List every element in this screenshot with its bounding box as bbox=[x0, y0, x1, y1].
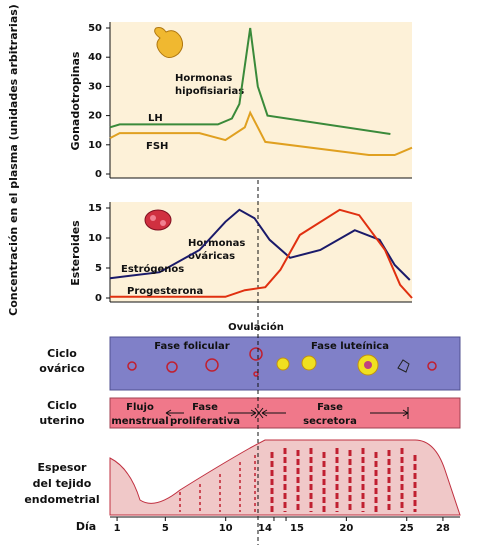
corpus-albicans bbox=[397, 359, 410, 373]
y-tick-label: 15 bbox=[88, 203, 102, 214]
phase-label: menstrual bbox=[111, 416, 168, 427]
y-tick-label: 20 bbox=[88, 111, 102, 122]
series-line bbox=[109, 110, 413, 156]
series-label: FSH bbox=[146, 141, 168, 152]
follicle bbox=[427, 361, 437, 371]
ovary-icon-detail bbox=[160, 220, 166, 226]
y-tick-label: 0 bbox=[95, 169, 102, 180]
phase-label: Fase luteínica bbox=[311, 340, 389, 352]
x-tick-label: 28 bbox=[436, 523, 450, 534]
y-axis-label: Concentración en el plasma (unidades arb… bbox=[7, 4, 20, 316]
phase-arrows bbox=[165, 407, 409, 419]
series-line bbox=[109, 208, 411, 281]
ovulation-label: Ovulación bbox=[228, 321, 284, 333]
y-tick-label: 0 bbox=[95, 293, 102, 304]
panel-label: endometrial bbox=[24, 493, 99, 506]
corpus-luteum-center bbox=[364, 361, 372, 369]
x-tick-label: 25 bbox=[400, 523, 414, 534]
panel-label: uterino bbox=[39, 414, 85, 427]
x-tick-label: 1 bbox=[114, 523, 121, 534]
y-tick-label: 40 bbox=[88, 52, 102, 63]
annotation: hipofisiarias bbox=[175, 86, 244, 97]
series-label: Estrógenos bbox=[121, 263, 184, 275]
y-tick-label: 30 bbox=[88, 81, 102, 92]
corpus-luteum bbox=[276, 354, 379, 376]
annotation: Hormonas bbox=[188, 238, 245, 249]
panel-label: ovárico bbox=[39, 362, 85, 375]
phase-label: Fase bbox=[317, 402, 343, 413]
x-tick-label: 14 bbox=[258, 523, 272, 534]
y-tick-label: 10 bbox=[88, 233, 102, 244]
panel-label: Espesor bbox=[38, 461, 88, 474]
pituitary-icon bbox=[154, 27, 184, 58]
panel-label: Ciclo bbox=[47, 347, 77, 360]
series-label: LH bbox=[148, 113, 163, 124]
phase-label: Flujo bbox=[126, 402, 154, 413]
ovary-icon bbox=[144, 209, 172, 231]
annotation: Hormonas bbox=[175, 73, 232, 84]
endometrial-glands bbox=[270, 448, 417, 512]
phase-label: Fase bbox=[192, 402, 218, 413]
y-tick-label: 10 bbox=[88, 140, 102, 151]
day-axis-label: Día bbox=[76, 520, 96, 533]
panel-label: Ciclo bbox=[47, 399, 77, 412]
x-tick-label: 5 bbox=[162, 523, 169, 534]
x-tick-label: 15 bbox=[290, 523, 304, 534]
phase-label: secretora bbox=[303, 416, 357, 427]
ovary-icon-detail bbox=[150, 215, 156, 221]
phase-label: Fase folicular bbox=[154, 341, 230, 352]
endometrial-glands-early bbox=[179, 455, 256, 512]
follicles bbox=[127, 347, 263, 377]
y-axis-title: Gonadotropinas bbox=[69, 51, 82, 150]
phase-label: proliferativa bbox=[170, 416, 240, 427]
series-line bbox=[109, 27, 391, 135]
y-axis-title: Esteroides bbox=[69, 220, 82, 286]
x-tick-label: 20 bbox=[339, 523, 353, 534]
y-tick-label: 50 bbox=[88, 23, 102, 34]
x-tick-label: 10 bbox=[219, 523, 233, 534]
series-line bbox=[110, 208, 413, 299]
y-tick-label: 5 bbox=[95, 263, 102, 274]
annotation: ováricas bbox=[188, 250, 235, 262]
series-label: Progesterona bbox=[127, 286, 203, 297]
panel-label: del tejido bbox=[33, 477, 92, 490]
